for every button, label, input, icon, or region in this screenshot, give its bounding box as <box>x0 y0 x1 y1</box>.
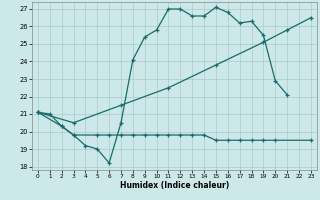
X-axis label: Humidex (Indice chaleur): Humidex (Indice chaleur) <box>120 181 229 190</box>
